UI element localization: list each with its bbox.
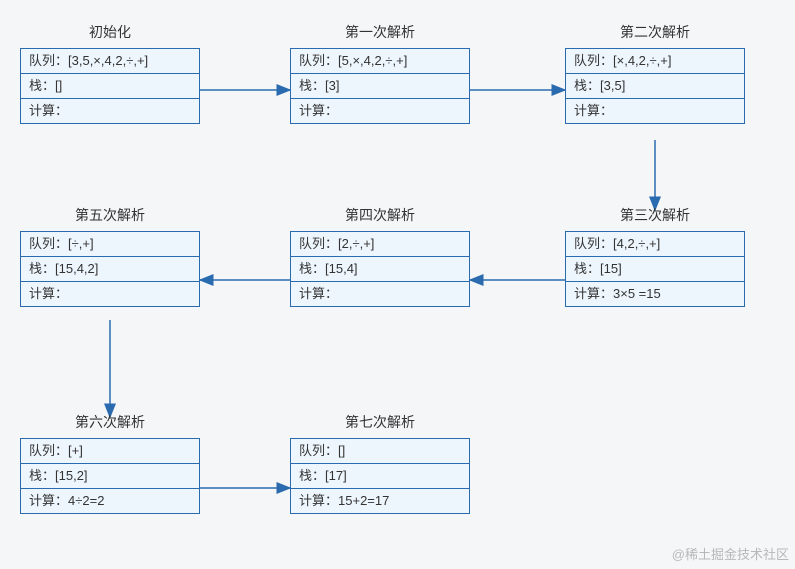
node-box: 队列：[]栈：[17]计算：15+2=17 bbox=[290, 438, 470, 514]
calc-label: 计算： bbox=[29, 493, 68, 508]
watermark-text: @稀土掘金技术社区 bbox=[672, 544, 789, 563]
queue-row: 队列：[4,2,÷,+] bbox=[566, 232, 744, 257]
calc-label: 计算： bbox=[299, 286, 338, 301]
stack-label: 栈： bbox=[29, 468, 55, 483]
calc-label: 计算： bbox=[574, 286, 613, 301]
stack-row: 栈：[17] bbox=[291, 464, 469, 489]
queue-label: 队列： bbox=[29, 443, 68, 458]
stack-value: [15,4,2] bbox=[55, 261, 98, 276]
calc-label: 计算： bbox=[299, 103, 338, 118]
queue-row: 队列：[×,4,2,÷,+] bbox=[566, 49, 744, 74]
calc-row: 计算： bbox=[291, 99, 469, 123]
node-title: 第五次解析 bbox=[20, 205, 200, 231]
node-title: 初始化 bbox=[20, 22, 200, 48]
state-node-n5: 第五次解析队列：[÷,+]栈：[15,4,2]计算： bbox=[20, 205, 200, 307]
queue-row: 队列：[] bbox=[291, 439, 469, 464]
stack-value: [3] bbox=[325, 78, 339, 93]
node-title: 第一次解析 bbox=[290, 22, 470, 48]
queue-value: [3,5,×,4,2,÷,+] bbox=[68, 53, 148, 68]
state-node-n6: 第六次解析队列：[+]栈：[15,2]计算：4÷2=2 bbox=[20, 412, 200, 514]
calc-label: 计算： bbox=[29, 103, 68, 118]
stack-label: 栈： bbox=[299, 261, 325, 276]
stack-row: 栈：[15,2] bbox=[21, 464, 199, 489]
node-box: 队列：[+]栈：[15,2]计算：4÷2=2 bbox=[20, 438, 200, 514]
calc-label: 计算： bbox=[574, 103, 613, 118]
calc-value: 15+2=17 bbox=[338, 493, 389, 508]
node-title: 第二次解析 bbox=[565, 22, 745, 48]
queue-value: [×,4,2,÷,+] bbox=[613, 53, 671, 68]
calc-row: 计算：15+2=17 bbox=[291, 489, 469, 513]
stack-label: 栈： bbox=[299, 78, 325, 93]
queue-value: [5,×,4,2,÷,+] bbox=[338, 53, 407, 68]
calc-label: 计算： bbox=[29, 286, 68, 301]
node-title: 第三次解析 bbox=[565, 205, 745, 231]
node-title: 第七次解析 bbox=[290, 412, 470, 438]
stack-row: 栈：[3,5] bbox=[566, 74, 744, 99]
calc-row: 计算： bbox=[21, 99, 199, 123]
calc-label: 计算： bbox=[299, 493, 338, 508]
node-box: 队列：[÷,+]栈：[15,4,2]计算： bbox=[20, 231, 200, 307]
node-title: 第六次解析 bbox=[20, 412, 200, 438]
stack-label: 栈： bbox=[574, 78, 600, 93]
queue-label: 队列： bbox=[574, 236, 613, 251]
node-title: 第四次解析 bbox=[290, 205, 470, 231]
state-node-n4: 第四次解析队列：[2,÷,+]栈：[15,4]计算： bbox=[290, 205, 470, 307]
queue-label: 队列： bbox=[299, 53, 338, 68]
calc-row: 计算： bbox=[21, 282, 199, 306]
queue-row: 队列：[+] bbox=[21, 439, 199, 464]
calc-row: 计算：3×5 =15 bbox=[566, 282, 744, 306]
queue-label: 队列： bbox=[299, 443, 338, 458]
state-node-n7: 第七次解析队列：[]栈：[17]计算：15+2=17 bbox=[290, 412, 470, 514]
state-node-n0: 初始化队列：[3,5,×,4,2,÷,+]栈：[]计算： bbox=[20, 22, 200, 124]
stack-row: 栈：[] bbox=[21, 74, 199, 99]
stack-value: [] bbox=[55, 78, 62, 93]
stack-value: [15,2] bbox=[55, 468, 88, 483]
queue-value: [÷,+] bbox=[68, 236, 94, 251]
queue-value: [2,÷,+] bbox=[338, 236, 374, 251]
stack-row: 栈：[3] bbox=[291, 74, 469, 99]
stack-label: 栈： bbox=[574, 261, 600, 276]
stack-row: 栈：[15] bbox=[566, 257, 744, 282]
state-node-n1: 第一次解析队列：[5,×,4,2,÷,+]栈：[3]计算： bbox=[290, 22, 470, 124]
node-box: 队列：[3,5,×,4,2,÷,+]栈：[]计算： bbox=[20, 48, 200, 124]
queue-row: 队列：[÷,+] bbox=[21, 232, 199, 257]
stack-label: 栈： bbox=[299, 468, 325, 483]
queue-row: 队列：[2,÷,+] bbox=[291, 232, 469, 257]
stack-label: 栈： bbox=[29, 261, 55, 276]
stack-row: 栈：[15,4] bbox=[291, 257, 469, 282]
calc-row: 计算：4÷2=2 bbox=[21, 489, 199, 513]
node-box: 队列：[2,÷,+]栈：[15,4]计算： bbox=[290, 231, 470, 307]
queue-label: 队列： bbox=[29, 236, 68, 251]
calc-value: 4÷2=2 bbox=[68, 493, 104, 508]
queue-row: 队列：[3,5,×,4,2,÷,+] bbox=[21, 49, 199, 74]
queue-label: 队列： bbox=[299, 236, 338, 251]
queue-value: [+] bbox=[68, 443, 83, 458]
stack-value: [15,4] bbox=[325, 261, 358, 276]
calc-value: 3×5 =15 bbox=[613, 286, 661, 301]
calc-row: 计算： bbox=[291, 282, 469, 306]
queue-label: 队列： bbox=[29, 53, 68, 68]
queue-row: 队列：[5,×,4,2,÷,+] bbox=[291, 49, 469, 74]
stack-row: 栈：[15,4,2] bbox=[21, 257, 199, 282]
queue-value: [4,2,÷,+] bbox=[613, 236, 660, 251]
stack-value: [3,5] bbox=[600, 78, 625, 93]
node-box: 队列：[×,4,2,÷,+]栈：[3,5]计算： bbox=[565, 48, 745, 124]
node-box: 队列：[5,×,4,2,÷,+]栈：[3]计算： bbox=[290, 48, 470, 124]
diagram-canvas: 初始化队列：[3,5,×,4,2,÷,+]栈：[]计算：第一次解析队列：[5,×… bbox=[0, 0, 795, 569]
node-box: 队列：[4,2,÷,+]栈：[15]计算：3×5 =15 bbox=[565, 231, 745, 307]
state-node-n3: 第三次解析队列：[4,2,÷,+]栈：[15]计算：3×5 =15 bbox=[565, 205, 745, 307]
queue-label: 队列： bbox=[574, 53, 613, 68]
stack-value: [17] bbox=[325, 468, 347, 483]
calc-row: 计算： bbox=[566, 99, 744, 123]
stack-label: 栈： bbox=[29, 78, 55, 93]
stack-value: [15] bbox=[600, 261, 622, 276]
state-node-n2: 第二次解析队列：[×,4,2,÷,+]栈：[3,5]计算： bbox=[565, 22, 745, 124]
queue-value: [] bbox=[338, 443, 345, 458]
